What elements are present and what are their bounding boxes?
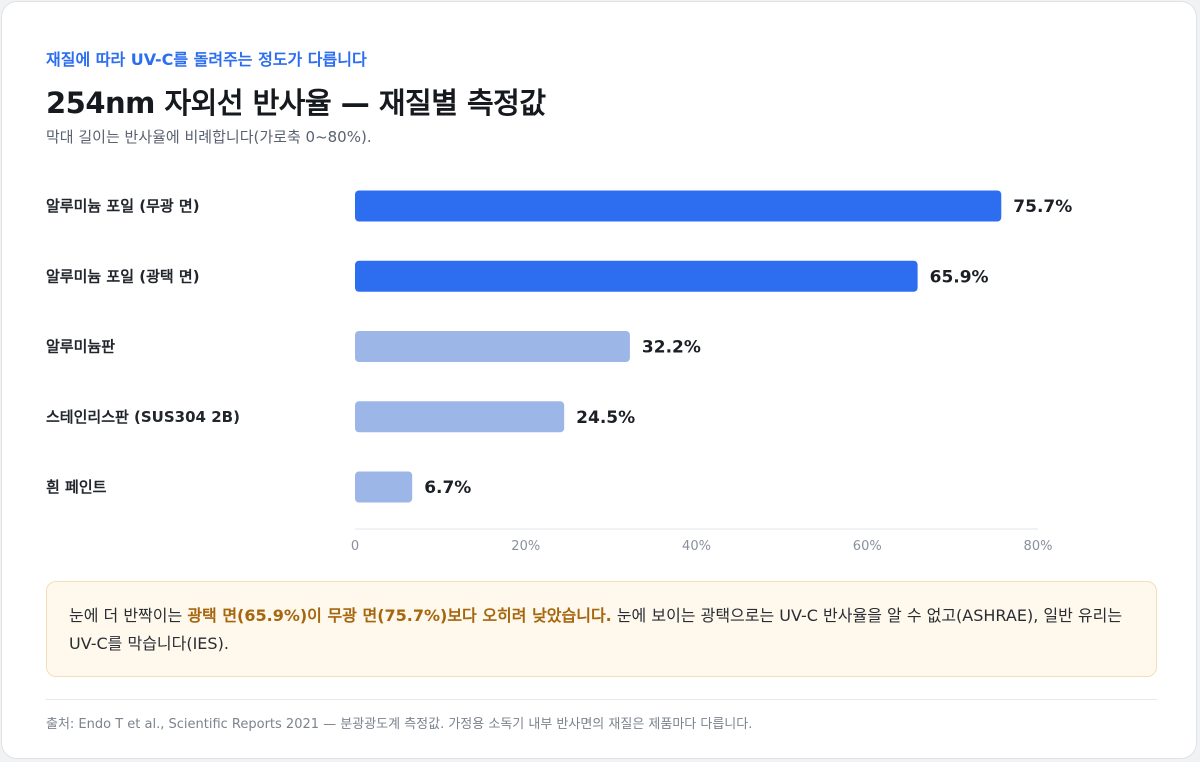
category-label: 알루미늄 포일 (무광 면) bbox=[46, 197, 200, 215]
bar bbox=[355, 190, 1002, 222]
category-label: 알루미늄 포일 (광택 면) bbox=[46, 267, 200, 285]
value-label: 75.7% bbox=[1013, 197, 1072, 217]
x-tick-label: 0 bbox=[351, 539, 359, 554]
eyebrow-text: 재질에 따라 UV-C를 돌려주는 정도가 다릅니다 bbox=[46, 50, 367, 69]
value-label: 24.5% bbox=[576, 408, 635, 428]
x-tick-label: 20% bbox=[511, 539, 540, 554]
bar bbox=[355, 331, 630, 362]
value-label: 6.7% bbox=[424, 478, 471, 498]
value-label: 32.2% bbox=[642, 338, 701, 358]
value-label: 65.9% bbox=[930, 267, 989, 287]
source-citation: 출처: Endo T et al., Scientific Reports 20… bbox=[46, 717, 753, 732]
category-label: 스테인리스판 (SUS304 2B) bbox=[46, 408, 240, 426]
note-highlight: 광택 면(65.9%)이 무광 면(75.7%)보다 오히려 낮았습니다. bbox=[187, 606, 612, 625]
note-text-post: 눈에 보이는 광택으로는 UV-C 반사율을 알 수 없고(ASHRAE), 일… bbox=[69, 606, 1123, 653]
insight-note: 눈에 더 반짝이는 광택 면(65.9%)이 무광 면(75.7%)보다 오히려… bbox=[46, 581, 1157, 677]
page-title: 254nm 자외선 반사율 — 재질별 측정값 bbox=[46, 86, 546, 120]
bar bbox=[355, 471, 413, 503]
bar-chart: 알루미늄 포일 (무광 면) 75.7% 알루미늄 포일 (광택 면) 65.9% 알루… bbox=[46, 190, 1072, 554]
footer-divider bbox=[46, 699, 1157, 700]
category-label: 흰 페인트 bbox=[46, 478, 107, 496]
category-label: 알루미늄판 bbox=[46, 338, 115, 356]
note-text-pre: 눈에 더 반짝이는 bbox=[69, 606, 188, 625]
x-tick-label: 60% bbox=[853, 539, 882, 554]
bar bbox=[355, 260, 918, 292]
bar bbox=[355, 401, 565, 433]
x-tick-label: 80% bbox=[1024, 539, 1053, 554]
page-subtitle: 막대 길이는 반사율에 비례합니다(가로축 0~80%). bbox=[46, 128, 372, 146]
x-tick-label: 40% bbox=[682, 539, 711, 554]
